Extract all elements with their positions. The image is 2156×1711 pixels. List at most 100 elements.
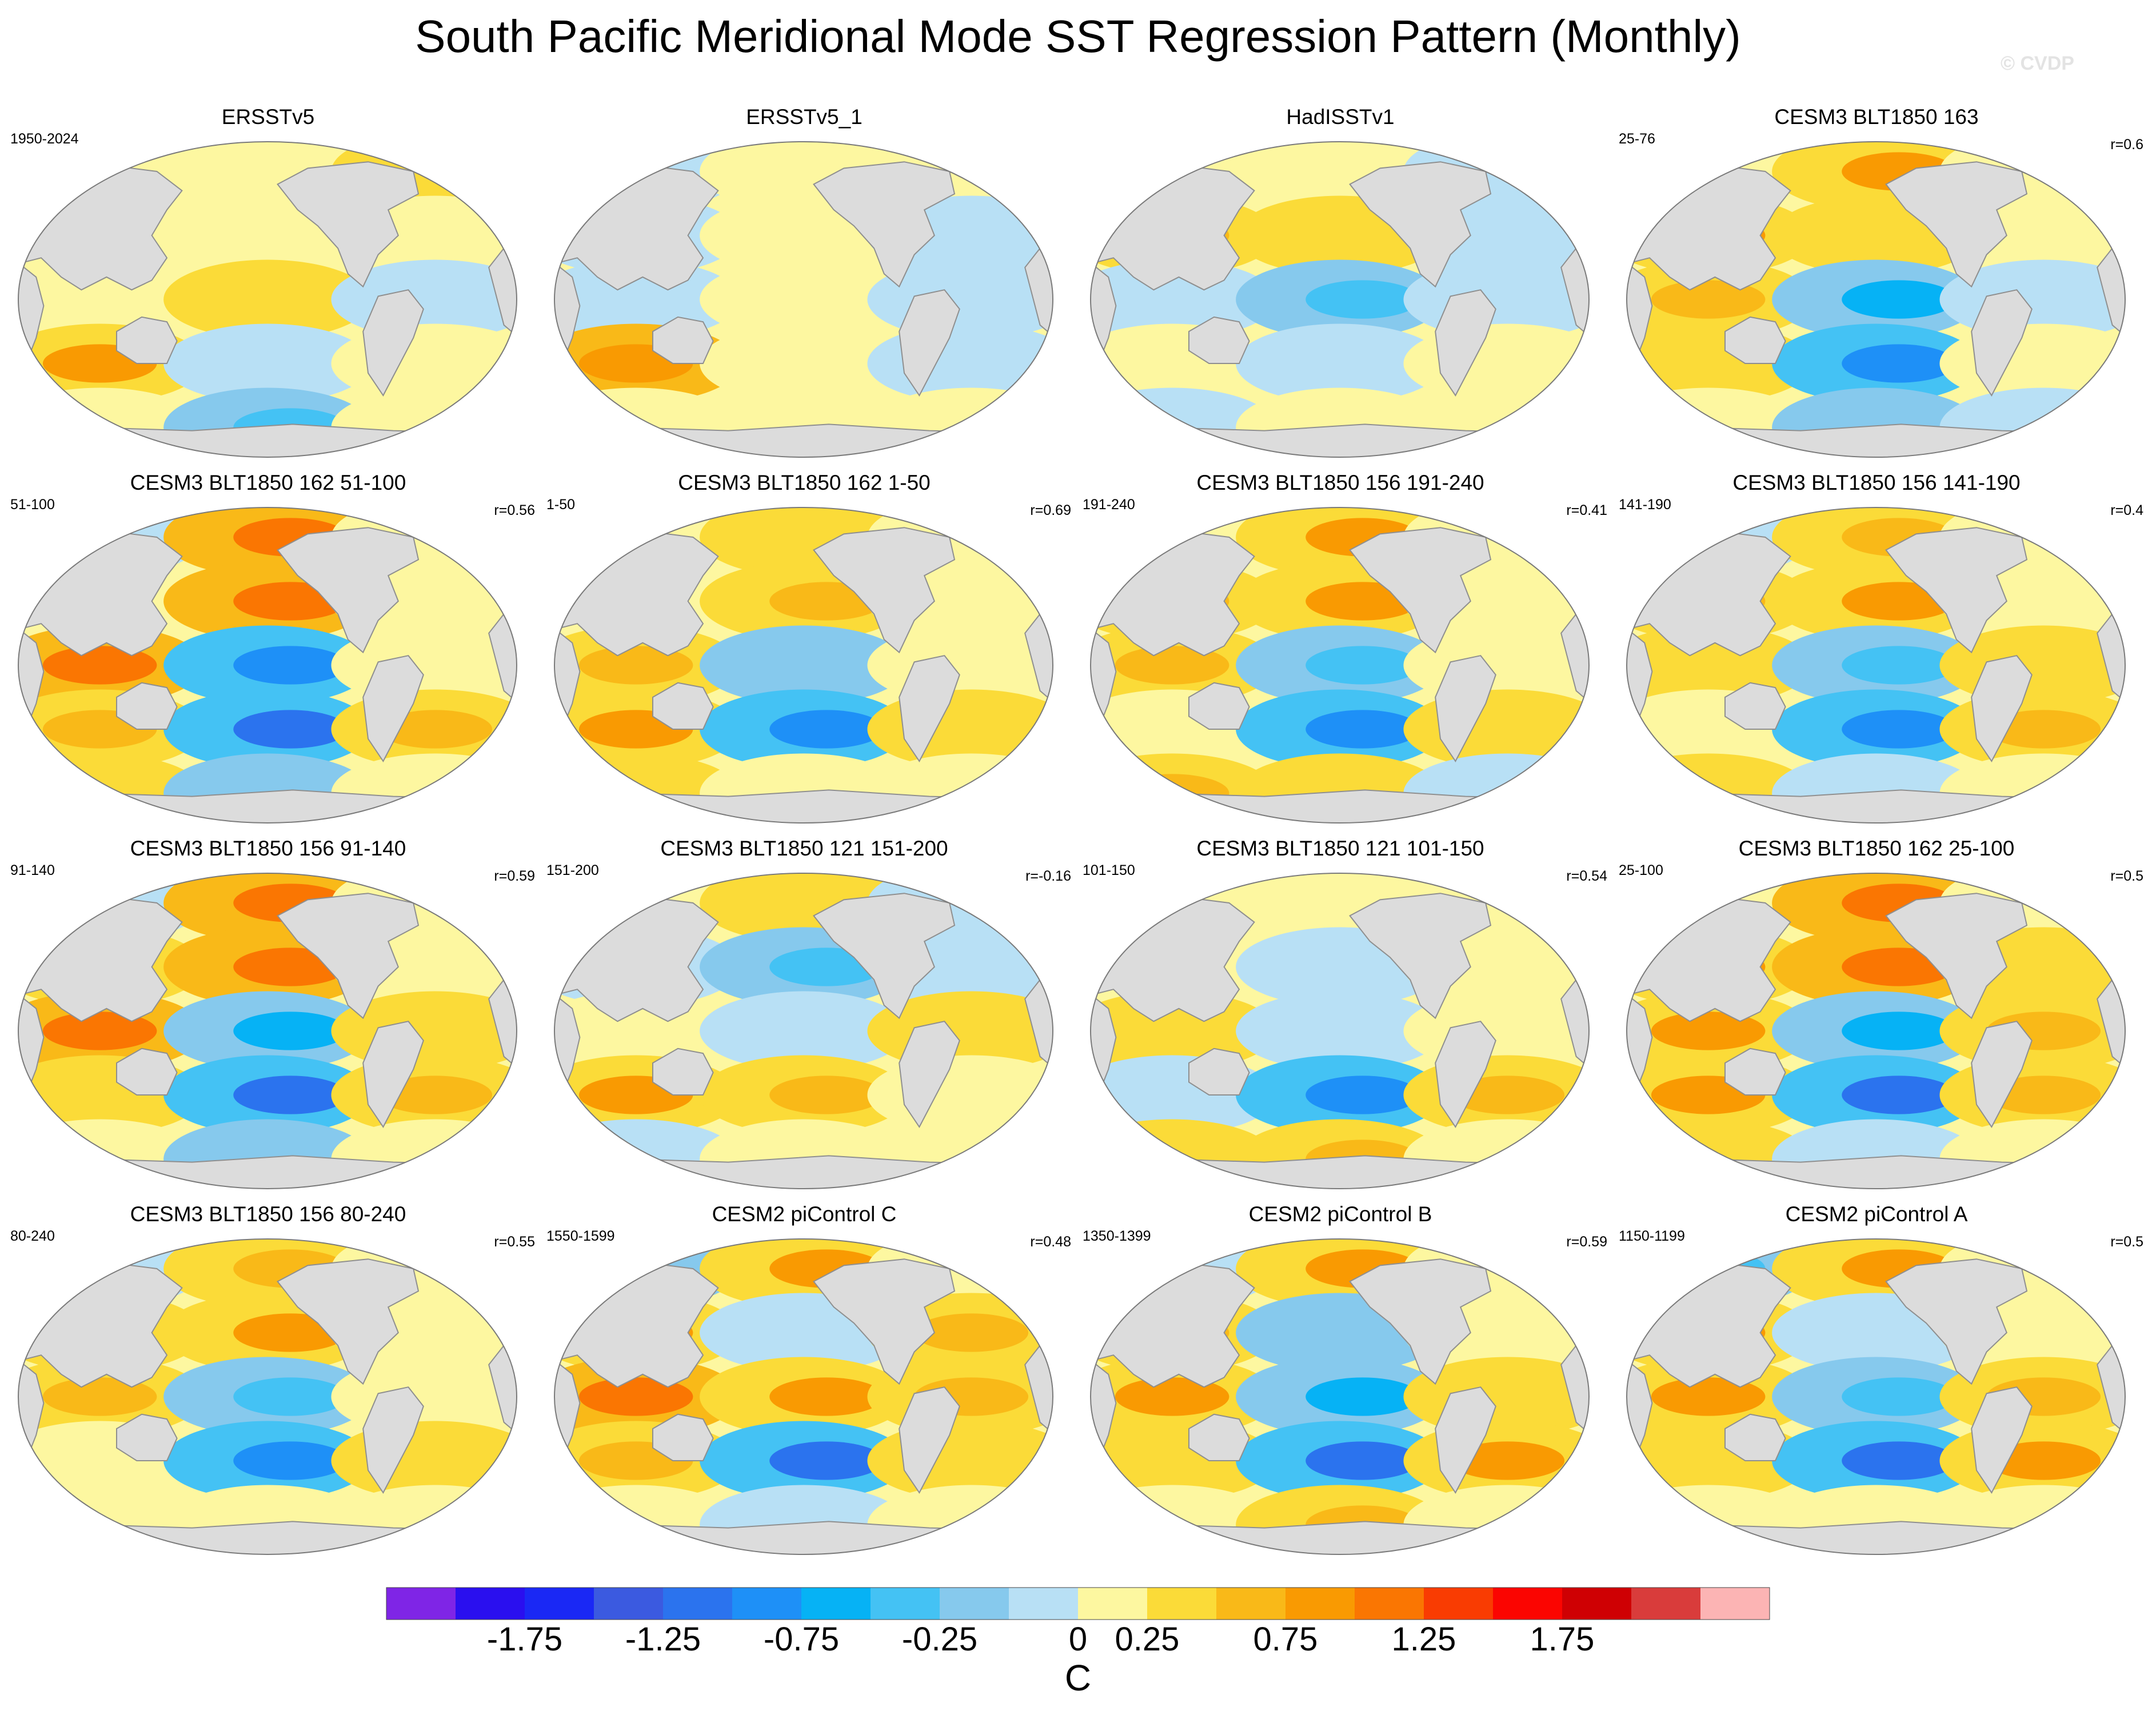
panel-title: CESM2 piControl C bbox=[712, 1202, 897, 1226]
land-southamerica bbox=[1971, 289, 2033, 397]
land-antarctica bbox=[1627, 423, 2125, 457]
land-australia bbox=[1188, 1048, 1250, 1096]
map-border bbox=[1090, 507, 1590, 823]
colorbar-swatch bbox=[1285, 1588, 1355, 1620]
land-australia bbox=[652, 682, 714, 730]
sst-core-3-1 bbox=[233, 1441, 348, 1480]
panel-correlation-label: r=0.4 bbox=[2110, 502, 2143, 518]
map-border bbox=[18, 873, 517, 1189]
panel-title: HadISSTv1 bbox=[1286, 105, 1395, 129]
land-australia bbox=[652, 1413, 714, 1461]
colorbar-swatch bbox=[1493, 1588, 1563, 1620]
sst-core-2-0 bbox=[1115, 646, 1229, 685]
map-border bbox=[554, 1238, 1053, 1555]
colorbar-swatch bbox=[940, 1588, 1009, 1620]
panel-years-label: 51-100 bbox=[10, 497, 55, 513]
colorbar-swatch bbox=[801, 1588, 871, 1620]
sst-core-2-0 bbox=[1115, 1377, 1229, 1416]
sst-region-2-1 bbox=[700, 625, 908, 705]
land-greenland bbox=[2046, 148, 2089, 179]
land-greenland bbox=[437, 1245, 480, 1276]
map-panel: CESM3 BLT1850 156 91-140 91-140 r=0.59 bbox=[0, 837, 536, 1193]
sst-regression-map bbox=[1090, 507, 1590, 823]
map-panel: CESM3 BLT1850 121 151-200 151-200 r=-0.16 bbox=[536, 837, 1072, 1193]
panel-correlation-label: r=0.54 bbox=[1566, 868, 1607, 884]
land-antarctica bbox=[18, 789, 517, 823]
map-panel: CESM2 piControl A 1150-1199 r=0.5 bbox=[1608, 1202, 2145, 1559]
land-australia bbox=[652, 316, 714, 364]
colorbar-swatch bbox=[1147, 1588, 1217, 1620]
cvdp-watermark: © CVDP bbox=[2001, 53, 2074, 74]
sst-core-3-1 bbox=[1305, 1076, 1420, 1114]
land-northamerica bbox=[1885, 161, 2028, 288]
land-southamerica bbox=[899, 655, 960, 762]
colorbar-swatch bbox=[1078, 1588, 1148, 1620]
map-panel: HadISSTv1 bbox=[1072, 105, 1608, 462]
land-northamerica bbox=[1885, 893, 2028, 1020]
sst-region-2-1 bbox=[163, 259, 372, 339]
map-panel: CESM3 BLT1850 162 51-100 51-100 r=0.56 bbox=[0, 471, 536, 827]
sst-regression-map bbox=[1090, 1238, 1590, 1555]
colorbar-swatch bbox=[871, 1588, 940, 1620]
sst-region-2-1 bbox=[700, 259, 908, 339]
land-greenland bbox=[2046, 880, 2089, 910]
sst-core-3-1 bbox=[769, 1441, 884, 1480]
panel-title: CESM3 BLT1850 163 bbox=[1774, 105, 1979, 129]
sst-core-2-1 bbox=[233, 646, 348, 685]
land-antarctica bbox=[1091, 423, 1589, 457]
panel-years-label: 25-76 bbox=[1619, 131, 1655, 147]
sst-core-2-0 bbox=[1651, 280, 1766, 319]
land-northamerica bbox=[813, 527, 956, 654]
land-southamerica bbox=[362, 1021, 424, 1128]
map-panel: CESM3 BLT1850 162 1-50 1-50 r=0.69 bbox=[536, 471, 1072, 827]
sst-core-1-2 bbox=[914, 1313, 1029, 1352]
sst-regression-map bbox=[1626, 507, 2126, 823]
colorbar-tick-label: 0.25 bbox=[1115, 1621, 1180, 1655]
land-antarctica bbox=[554, 789, 1053, 823]
land-antarctica bbox=[18, 423, 517, 457]
map-border bbox=[18, 141, 517, 458]
panel-years-label: 101-150 bbox=[1083, 862, 1135, 878]
panel-correlation-label: r=0.48 bbox=[1030, 1234, 1071, 1250]
sst-region-3-1 bbox=[700, 323, 908, 403]
sst-core-3-2 bbox=[1450, 1076, 1565, 1114]
sst-core-2-1 bbox=[769, 1377, 884, 1416]
sst-core-2-1 bbox=[233, 1377, 348, 1416]
panel-correlation-label: r=0.41 bbox=[1566, 502, 1607, 518]
sst-regression-map bbox=[554, 141, 1053, 458]
land-northamerica bbox=[813, 161, 956, 288]
land-antarctica bbox=[18, 1155, 517, 1189]
panel-title: CESM3 BLT1850 162 25-100 bbox=[1738, 837, 2015, 860]
land-australia bbox=[1188, 1413, 1250, 1461]
land-southamerica bbox=[362, 655, 424, 762]
map-panel: CESM3 BLT1850 156 80-240 80-240 r=0.55 bbox=[0, 1202, 536, 1559]
sst-regression-map bbox=[18, 1238, 517, 1555]
colorbar-tick-label: 1.75 bbox=[1530, 1621, 1595, 1655]
sst-core-2-0 bbox=[578, 646, 693, 685]
land-greenland bbox=[1510, 148, 1552, 179]
map-panel: CESM3 BLT1850 121 101-150 101-150 r=0.54 bbox=[1072, 837, 1608, 1193]
land-australia bbox=[1188, 316, 1250, 364]
land-australia bbox=[652, 1048, 714, 1096]
panel-correlation-label: r=0.56 bbox=[494, 502, 535, 518]
map-border bbox=[554, 141, 1053, 458]
land-australia bbox=[116, 1048, 178, 1096]
land-antarctica bbox=[554, 1521, 1053, 1554]
sst-core-2-1 bbox=[1305, 280, 1420, 319]
land-southamerica bbox=[899, 1021, 960, 1128]
map-panel: ERSSTv5_1 bbox=[536, 105, 1072, 462]
land-australia bbox=[1724, 316, 1786, 364]
land-antarctica bbox=[554, 1155, 1053, 1189]
land-northamerica bbox=[277, 1258, 420, 1385]
map-border bbox=[18, 507, 517, 823]
colorbar-frame bbox=[386, 1587, 1770, 1620]
land-northamerica bbox=[813, 1258, 956, 1385]
sst-regression-map bbox=[18, 873, 517, 1189]
sst-core-2-1 bbox=[1842, 280, 1956, 319]
land-southamerica bbox=[1971, 655, 2033, 762]
panel-correlation-label: r=-0.16 bbox=[1025, 868, 1071, 884]
map-panel: CESM2 piControl B 1350-1399 r=0.59 bbox=[1072, 1202, 1608, 1559]
land-antarctica bbox=[1627, 789, 2125, 823]
sst-core-2-1 bbox=[233, 1012, 348, 1050]
figure-title: South Pacific Meridional Mode SST Regres… bbox=[415, 11, 1741, 62]
